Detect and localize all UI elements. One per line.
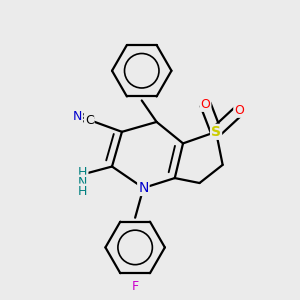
Text: H: H xyxy=(78,167,88,179)
Text: F: F xyxy=(132,280,139,293)
Text: O: O xyxy=(200,98,210,111)
Text: N: N xyxy=(73,110,82,123)
Text: S: S xyxy=(211,125,221,139)
Text: O: O xyxy=(234,104,244,117)
Text: N: N xyxy=(78,176,88,189)
Text: H: H xyxy=(78,184,88,198)
Text: C: C xyxy=(85,114,94,127)
Text: N: N xyxy=(138,181,148,195)
